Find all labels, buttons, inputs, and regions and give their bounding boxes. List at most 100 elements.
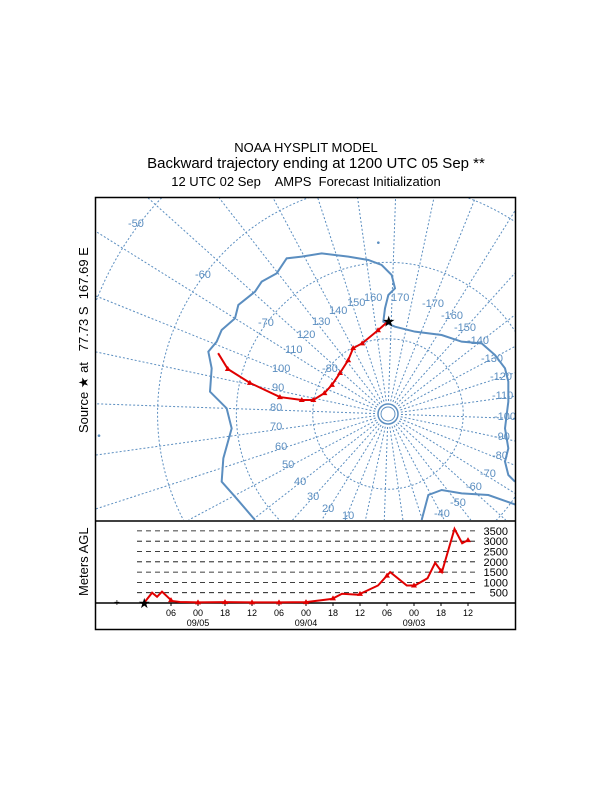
height-marker bbox=[276, 599, 282, 605]
height-tick-label: 1000 bbox=[484, 577, 508, 589]
meridian-line bbox=[96, 417, 376, 510]
height-marker bbox=[303, 599, 309, 605]
height-marker bbox=[222, 599, 228, 605]
meridian-line bbox=[397, 422, 507, 520]
meridian-line bbox=[393, 425, 445, 520]
time-tick-label: 06 bbox=[382, 608, 392, 618]
chart-subtitle: 12 UTC 02 Sep AMPS Forecast Initializati… bbox=[171, 174, 441, 189]
longitude-label: 170 bbox=[391, 292, 409, 304]
trajectory-marker bbox=[321, 390, 328, 396]
height-marker bbox=[357, 590, 363, 596]
longitude-label: -160 bbox=[441, 310, 463, 322]
meridian-line bbox=[395, 423, 472, 520]
time-tick-label: 00 bbox=[301, 608, 311, 618]
time-tick-label: 12 bbox=[247, 608, 257, 618]
height-marker bbox=[168, 597, 174, 603]
longitude-label: 100 bbox=[272, 363, 290, 375]
meridian-line bbox=[364, 426, 386, 520]
trajectory-marker bbox=[350, 345, 357, 351]
latitude-circle bbox=[312, 338, 464, 490]
meridian-line bbox=[272, 198, 383, 403]
meridian-line bbox=[188, 419, 377, 520]
trajectory-marker bbox=[276, 394, 283, 400]
longitude-label: 110 bbox=[285, 344, 303, 356]
date-label: 09/05 bbox=[187, 618, 210, 628]
longitude-label: -60 bbox=[466, 481, 482, 493]
meridian-line bbox=[218, 198, 381, 405]
longitude-label: -170 bbox=[422, 298, 444, 310]
meridian-line bbox=[399, 418, 515, 466]
height-marker bbox=[411, 582, 417, 588]
longitude-label: 130 bbox=[312, 316, 330, 328]
height-line bbox=[143, 526, 469, 604]
trajectory-marker bbox=[224, 365, 231, 371]
meridian-line bbox=[397, 314, 515, 407]
latitude-circle bbox=[235, 261, 515, 520]
longitude-label: -130 bbox=[481, 353, 503, 365]
time-tick-label: 18 bbox=[328, 608, 338, 618]
meridian-line bbox=[390, 198, 435, 402]
longitude-label: 10 bbox=[342, 510, 354, 522]
time-tick-label: 00 bbox=[193, 608, 203, 618]
map-labels: -50-60-70-801701601501401301201101009080… bbox=[128, 218, 516, 522]
height-marker bbox=[438, 567, 444, 573]
plot-frame bbox=[94, 196, 517, 631]
meridian-line bbox=[389, 426, 404, 520]
longitude-label: -50 bbox=[450, 497, 466, 509]
meridian-line bbox=[252, 421, 379, 520]
meridian-line bbox=[391, 426, 423, 520]
longitude-label: -80 bbox=[492, 450, 508, 462]
meridian-line bbox=[147, 198, 379, 406]
coastline bbox=[97, 241, 515, 520]
meridian-line bbox=[398, 420, 515, 494]
latitude-label: -50 bbox=[128, 218, 144, 230]
longitude-label: 50 bbox=[282, 459, 294, 471]
height-marker bbox=[330, 595, 336, 601]
height-tick-label: 1500 bbox=[484, 567, 508, 579]
height-tick-label: 3000 bbox=[484, 536, 508, 548]
longitude-label: 40 bbox=[294, 476, 306, 488]
latitude-label: -80 bbox=[322, 363, 338, 375]
date-label: 09/04 bbox=[295, 618, 318, 628]
ground-marker-icon: + bbox=[114, 598, 120, 609]
lat-lon-grid bbox=[96, 198, 515, 520]
longitude-label: -100 bbox=[494, 411, 516, 423]
source-star-icon: ★ bbox=[382, 313, 395, 330]
trajectory-marker bbox=[328, 381, 335, 387]
height-marker bbox=[195, 599, 201, 605]
longitude-label: 30 bbox=[307, 491, 319, 503]
longitude-label: 20 bbox=[322, 503, 334, 515]
longitude-label: 60 bbox=[275, 441, 287, 453]
longitude-label: 70 bbox=[270, 421, 282, 433]
time-tick-label: 06 bbox=[166, 608, 176, 618]
longitude-label: -150 bbox=[454, 322, 476, 334]
time-tick-label: 18 bbox=[436, 608, 446, 618]
meridian-line bbox=[400, 416, 515, 442]
source-star-icon: ★ bbox=[138, 595, 151, 611]
time-tick-label: 00 bbox=[409, 608, 419, 618]
longitude-label: -140 bbox=[467, 335, 489, 347]
height-tick-label: 500 bbox=[490, 588, 508, 600]
longitude-label: 90 bbox=[272, 382, 284, 394]
height-tick-label: 2500 bbox=[484, 547, 508, 559]
trajectory-marker bbox=[359, 340, 366, 346]
longitude-label: 150 bbox=[347, 297, 365, 309]
trajectory-marker bbox=[375, 327, 382, 333]
latitude-label: -70 bbox=[258, 317, 274, 329]
longitude-label: 160 bbox=[364, 292, 382, 304]
height-marker bbox=[249, 599, 255, 605]
height-tick-label: 2000 bbox=[484, 557, 508, 569]
meridian-line bbox=[387, 198, 397, 402]
meridian-line bbox=[400, 372, 515, 411]
meridian-line bbox=[383, 426, 389, 520]
trajectory-path: ★ bbox=[217, 313, 395, 403]
height-marker bbox=[384, 572, 390, 578]
longitude-label: -90 bbox=[494, 431, 510, 443]
longitude-label: 140 bbox=[329, 305, 347, 317]
latitude-circle bbox=[96, 198, 163, 303]
meridian-line bbox=[400, 413, 515, 419]
longitude-label: -40 bbox=[434, 508, 450, 520]
map-panel: -50-60-70-801701601501401301201101009080… bbox=[96, 198, 516, 522]
